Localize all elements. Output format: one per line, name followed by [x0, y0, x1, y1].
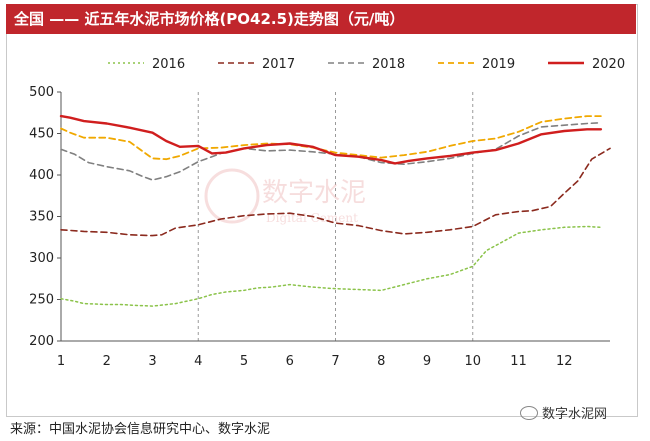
x-tick-label: 1 — [57, 354, 65, 369]
legend-label-2018: 2018 — [372, 57, 405, 72]
brand-label: 数字水泥网 — [520, 403, 607, 422]
legend-label-2017: 2017 — [262, 57, 295, 72]
series-line-2017 — [60, 147, 611, 237]
series-line-2018 — [60, 121, 602, 181]
watermark-subtext: Digital Cement — [266, 211, 358, 225]
x-tick-label: 2 — [103, 354, 111, 369]
y-tick-label: 300 — [29, 251, 54, 266]
y-tick-label: 450 — [29, 127, 54, 142]
wechat-icon — [520, 406, 538, 420]
y-tick-label: 350 — [29, 210, 54, 225]
series-lines — [59, 114, 611, 307]
legend-label-2019: 2019 — [482, 57, 515, 72]
x-tick-label: 5 — [240, 354, 248, 369]
series-line-2016 — [60, 225, 602, 307]
x-tick-label: 8 — [377, 354, 385, 369]
y-tick-label: 400 — [29, 168, 54, 183]
x-tick-label: 11 — [510, 354, 527, 369]
source-note: 来源：中国水泥协会信息研究中心、数字水泥 — [10, 422, 271, 437]
watermark-logo-icon — [204, 168, 260, 224]
x-tick-label: 12 — [556, 354, 573, 369]
legend-label-2020: 2020 — [592, 57, 625, 72]
chart-title: 全国 —— 近五年水泥市场价格(PO42.5)走势图（元/吨） — [6, 4, 636, 34]
x-tick-label: 10 — [464, 354, 481, 369]
legend-label-2016: 2016 — [152, 57, 185, 72]
y-tick-label: 500 — [29, 85, 54, 100]
axes — [57, 91, 610, 342]
x-tick-label: 4 — [194, 354, 202, 369]
brand-text: 数字水泥网 — [542, 407, 608, 422]
x-tick-label: 6 — [286, 354, 294, 369]
y-tick-label: 200 — [29, 334, 54, 349]
x-tick-label: 3 — [148, 354, 156, 369]
legend: 2016 2017 2018 2019 2020 — [108, 57, 625, 72]
watermark-text: 数字水泥 — [262, 178, 366, 208]
series-line-2020 — [59, 114, 603, 165]
watermark: 数字水泥 Digital Cement — [204, 168, 366, 225]
x-tick-label: 7 — [331, 354, 339, 369]
y-tick-label: 250 — [29, 293, 54, 308]
x-tick-label: 9 — [423, 354, 431, 369]
